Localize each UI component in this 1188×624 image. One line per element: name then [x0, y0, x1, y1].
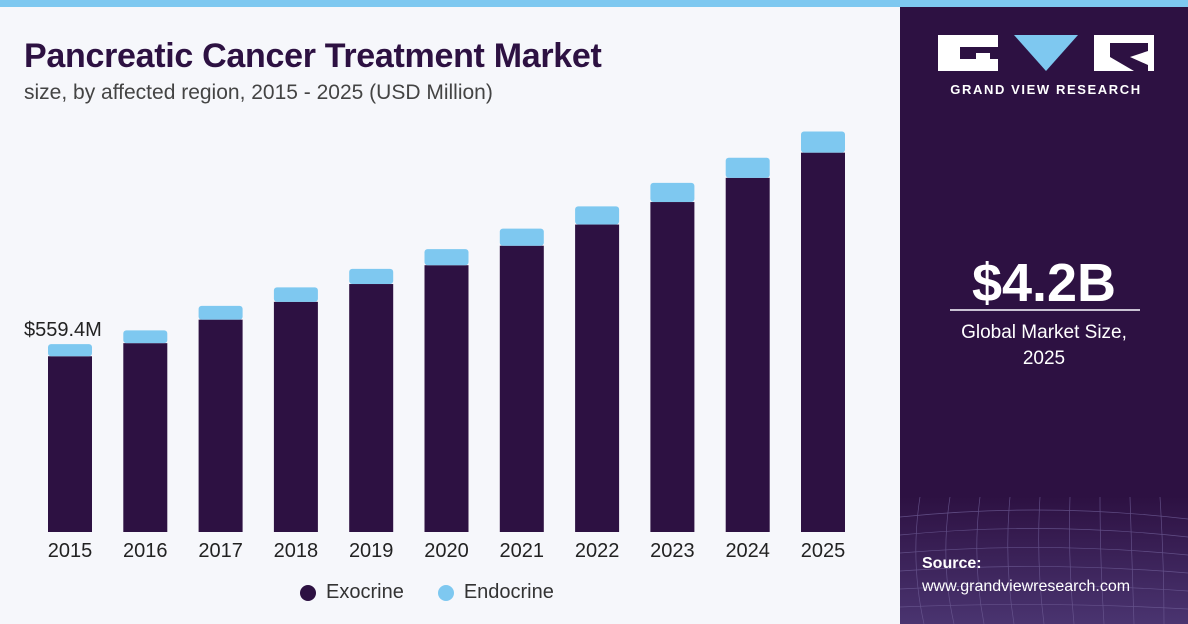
bar-exocrine-2019 — [349, 284, 394, 532]
x-tick-label-2015: 2015 — [48, 540, 93, 562]
bar-endocrine-2015 — [48, 344, 92, 357]
market-size-caption: Global Market Size, 2025 — [900, 320, 1188, 372]
bar-exocrine-2024 — [725, 177, 770, 532]
source-label: Source: — [922, 555, 982, 572]
bar-endocrine-2023 — [650, 182, 695, 203]
caption-line-1: Global Market Size, — [961, 322, 1127, 343]
bar-exocrine-2015 — [48, 356, 92, 532]
legend-swatch-exocrine — [300, 584, 316, 601]
x-tick-label-2019: 2019 — [349, 540, 394, 562]
legend-swatch-endocrine — [437, 584, 454, 601]
top-accent-bar — [0, 0, 1188, 7]
grand-view-research-logo — [938, 35, 1154, 71]
x-tick-label-2024: 2024 — [725, 540, 770, 562]
bar-endocrine-2016 — [123, 330, 168, 344]
source-link[interactable]: www.grandviewresearch.com — [922, 578, 1131, 595]
x-tick-label-2020: 2020 — [424, 540, 469, 562]
legend-item-endocrine: Endocrine — [437, 581, 554, 604]
bar-endocrine-2018 — [273, 287, 318, 302]
bar-chart: 2015 2016 2017 2018 2019 2020 2021 2022 2023 2024… — [48, 131, 846, 562]
bar-exocrine-2020 — [424, 265, 469, 532]
x-tick-label-2017: 2017 — [198, 540, 243, 562]
bar-endocrine-2021 — [499, 228, 544, 246]
chart-title: Pancreatic Cancer Treatment Market — [24, 37, 602, 75]
bar-exocrine-2018 — [273, 301, 318, 532]
bar-endocrine-2019 — [349, 268, 394, 285]
legend-item-exocrine: Exocrine — [300, 581, 404, 604]
bar-endocrine-2024 — [725, 157, 770, 178]
x-tick-label-2022: 2022 — [575, 540, 620, 562]
x-tick-label-2018: 2018 — [274, 540, 319, 562]
summary-panel: GRAND VIEW RESEARCH $4.2B Global Market … — [900, 7, 1188, 624]
bar-endocrine-2022 — [575, 206, 620, 225]
bar-endocrine-2025 — [801, 131, 845, 153]
data-label-2015: $559.4M — [24, 319, 102, 341]
x-tick-label-2025: 2025 — [801, 540, 846, 562]
x-tick-label-2021: 2021 — [500, 540, 545, 562]
chart-area: Pancreatic Cancer Treatment Market size,… — [0, 7, 900, 624]
bar-exocrine-2016 — [123, 343, 168, 532]
bar-endocrine-2020 — [424, 249, 469, 266]
bar-exocrine-2017 — [198, 319, 243, 532]
x-tick-label-2023: 2023 — [650, 540, 695, 562]
legend-label-endocrine: Endocrine — [463, 581, 554, 603]
caption-line-2: 2025 — [1022, 348, 1066, 369]
chart-legend: Exocrine Endocrine — [300, 581, 554, 604]
legend-label-exocrine: Exocrine — [326, 581, 404, 603]
market-size-value: $4.2B — [971, 253, 1117, 313]
bar-endocrine-2017 — [198, 305, 243, 320]
brand-name: GRAND VIEW RESEARCH — [950, 82, 1142, 97]
bar-exocrine-2023 — [650, 202, 695, 532]
chart-subtitle: size, by affected region, 2015 - 2025 (U… — [24, 81, 493, 104]
decorative-grid-pattern — [900, 497, 1188, 624]
bar-exocrine-2025 — [801, 152, 845, 532]
x-tick-label-2016: 2016 — [123, 540, 168, 562]
bar-exocrine-2021 — [499, 245, 544, 532]
bar-exocrine-2022 — [575, 224, 620, 532]
value-divider — [950, 309, 1140, 311]
